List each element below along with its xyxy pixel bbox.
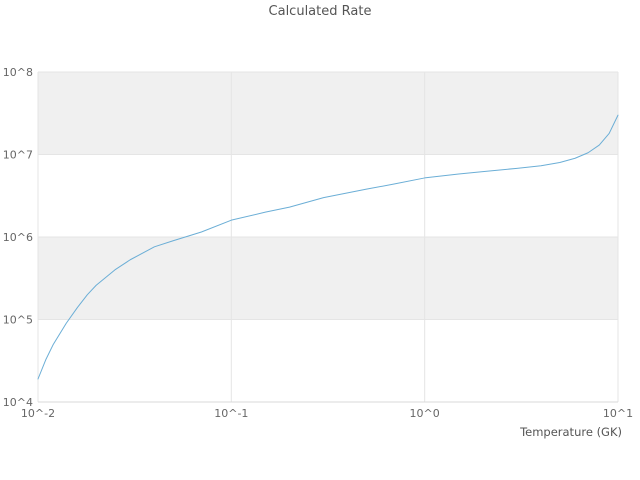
y-tick-label: 10^7 bbox=[3, 149, 33, 162]
background-band bbox=[38, 237, 618, 320]
x-axis-label: Temperature (GK) bbox=[520, 425, 622, 439]
background-band bbox=[38, 72, 618, 155]
y-tick-label: 10^6 bbox=[3, 231, 33, 244]
x-tick-label: 10^-2 bbox=[21, 407, 55, 420]
y-tick-label: 10^4 bbox=[3, 396, 33, 409]
chart-title: Calculated Rate bbox=[268, 4, 372, 19]
rate-line bbox=[37, 114, 619, 380]
x-tick-label: 10^0 bbox=[410, 407, 440, 420]
y-tick-label: 10^5 bbox=[3, 314, 33, 327]
x-tick-label: 10^-1 bbox=[214, 407, 248, 420]
y-tick-label: 10^8 bbox=[3, 66, 33, 79]
x-tick-label: 10^1 bbox=[603, 407, 633, 420]
